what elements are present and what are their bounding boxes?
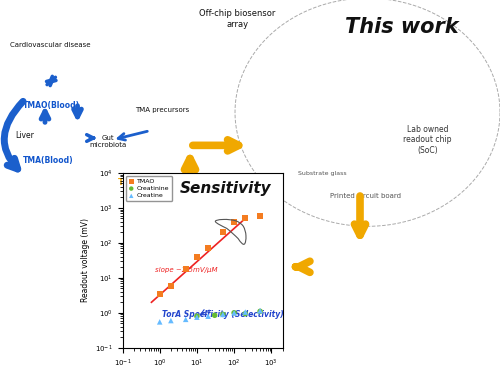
Text: TMAO(Urine): TMAO(Urine) (118, 178, 178, 187)
Creatine (204, 313, 212, 319)
TMAO (219, 229, 227, 235)
Text: Liver: Liver (15, 131, 34, 139)
Text: Lab owned
readout chip
(SoC): Lab owned readout chip (SoC) (403, 125, 452, 155)
TMAO (256, 213, 264, 219)
Text: Gut
microbiota: Gut microbiota (89, 135, 126, 148)
Creatine (219, 311, 227, 317)
Creatinine (193, 313, 201, 319)
Y-axis label: Readout voltage (mV): Readout voltage (mV) (80, 218, 90, 302)
Creatine (156, 319, 164, 325)
Text: TorA Specificity (Selectivity): TorA Specificity (Selectivity) (162, 310, 284, 319)
TMAO (204, 245, 212, 251)
TMAO (242, 216, 250, 222)
Text: This work: This work (345, 17, 459, 36)
TMAO (230, 219, 238, 225)
Creatine (193, 314, 201, 320)
Creatinine (219, 311, 227, 317)
Creatinine (256, 308, 264, 314)
Creatine (167, 318, 175, 323)
Text: Cardiovascular disease: Cardiovascular disease (10, 42, 90, 48)
Legend: TMAO, Creatinine, Creatine: TMAO, Creatinine, Creatine (126, 176, 172, 201)
Text: Substrate glass: Substrate glass (298, 171, 346, 176)
TMAO (167, 283, 175, 289)
Creatinine (210, 312, 218, 318)
Text: TMA(Blood): TMA(Blood) (22, 156, 73, 165)
TMAO (182, 266, 190, 272)
Text: Off-chip biosensor
array: Off-chip biosensor array (200, 9, 276, 29)
Text: slope ~2.5mV/μM: slope ~2.5mV/μM (155, 267, 218, 273)
Creatinine (242, 311, 250, 316)
Text: Printed circuit board: Printed circuit board (330, 193, 400, 199)
Creatine (230, 310, 238, 316)
Creatine (256, 308, 264, 314)
Text: Sensitivity: Sensitivity (180, 181, 272, 196)
Creatine (182, 316, 190, 322)
Creatine (242, 309, 250, 315)
TMAO (156, 291, 164, 297)
TMAO (193, 254, 201, 260)
Creatinine (230, 310, 238, 316)
Text: TMAO(Blood): TMAO(Blood) (22, 101, 80, 110)
Text: TMA precursors: TMA precursors (136, 107, 190, 113)
